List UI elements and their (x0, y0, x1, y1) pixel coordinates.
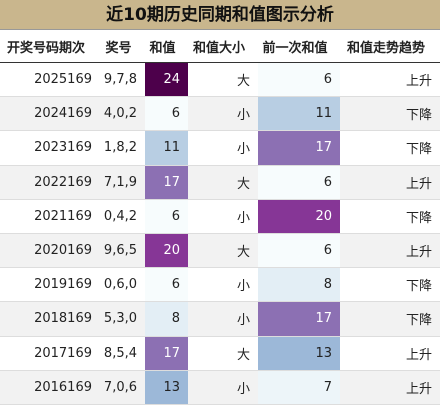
table-row: 2023169 1,8,2 11 小 17 下降 (0, 131, 440, 166)
table-row: 2024169 4,0,2 6 小 11 下降 (0, 97, 440, 132)
table-cell: 5,3,0 (103, 311, 137, 327)
table-cell: 小 (236, 210, 250, 226)
column-header: 和值大小 (192, 40, 245, 56)
table-row: 2019169 0,6,0 6 小 8 下降 (0, 268, 440, 303)
table-cell: 上升 (405, 176, 432, 192)
heat-cell: 24 (145, 63, 188, 97)
heat-cell: 8 (145, 302, 188, 336)
table-cell: 上升 (405, 74, 432, 90)
column-header: 前一次和值 (262, 40, 328, 56)
table-cell: 0,6,0 (103, 277, 137, 293)
table-cell: 小 (236, 108, 250, 124)
table-cell: 小 (236, 279, 250, 295)
table-cell: 2021169 (34, 208, 92, 224)
table-cell: 大 (236, 74, 250, 90)
table-cell: 下降 (405, 313, 432, 329)
table-cell: 上升 (405, 381, 432, 397)
heat-cell: 6 (145, 199, 188, 233)
table-cell: 小 (236, 381, 250, 397)
table-cell: 0,4,2 (103, 208, 137, 224)
table-cell: 2025169 (34, 72, 92, 88)
table-cell: 4,0,2 (103, 106, 137, 122)
column-header: 和值走势趋势 (346, 40, 425, 56)
heat-cell: 6 (258, 233, 340, 268)
heat-cell: 7 (258, 370, 340, 404)
table-cell: 7,1,9 (103, 174, 137, 190)
column-header: 奖号 (105, 40, 132, 56)
table-cell: 下降 (405, 279, 432, 295)
table-cell: 2020169 (34, 243, 92, 259)
table-cell: 下降 (405, 108, 432, 124)
heat-cell: 17 (258, 131, 340, 165)
table-cell: 下降 (405, 210, 432, 226)
heat-cell: 11 (145, 131, 188, 165)
heat-cell: 17 (258, 302, 340, 336)
table-row: 2022169 7,1,9 17 大 6 上升 (0, 165, 440, 200)
heat-cell: 6 (145, 268, 188, 302)
table-cell: 2019169 (34, 277, 92, 293)
table-cell: 2024169 (34, 106, 92, 122)
heat-cell: 6 (258, 63, 340, 97)
heat-cell: 17 (145, 336, 188, 370)
heat-cell: 6 (145, 97, 188, 131)
table-cell: 2018169 (34, 311, 92, 327)
title: 近10期历史同期和值图示分析 (0, 0, 440, 30)
header-row: 开奖号码期次 奖号 和值 和值大小 前一次和值 和值走势趋势 (0, 30, 440, 63)
heat-cell: 20 (258, 199, 340, 233)
heat-cell: 8 (258, 268, 340, 302)
table-cell: 下降 (405, 142, 432, 158)
table-row: 2017169 8,5,4 17 大 13 上升 (0, 336, 440, 371)
table-cell: 2022169 (34, 174, 92, 190)
table-cell: 9,7,8 (103, 72, 137, 88)
table-cell: 小 (236, 142, 250, 158)
table-cell: 大 (236, 347, 250, 363)
table-row: 2020169 9,6,5 20 大 6 上升 (0, 233, 440, 269)
table-body: 2025169 9,7,8 24 大 6 上升 2024169 4,0,2 6 小 11 下降 2023… (0, 63, 440, 405)
table-row: 2018169 5,3,0 8 小 17 下降 (0, 302, 440, 337)
column-header: 开奖号码期次 (6, 40, 85, 56)
heat-cell: 13 (145, 370, 188, 404)
table-row: 2021169 0,4,2 6 小 20 下降 (0, 199, 440, 234)
table-cell: 2023169 (34, 140, 92, 156)
heat-cell: 13 (258, 336, 340, 370)
heat-cell: 11 (258, 97, 340, 131)
column-header: 和值 (149, 40, 176, 56)
heat-cell: 17 (145, 165, 188, 199)
table-cell: 2016169 (34, 379, 92, 395)
table-cell: 大 (236, 245, 250, 261)
table-row: 2016169 7,0,6 13 小 7 上升 (0, 370, 440, 405)
table-cell: 大 (236, 176, 250, 192)
heat-cell: 6 (258, 165, 340, 199)
table-cell: 上升 (405, 245, 432, 261)
table-cell: 7,0,6 (103, 379, 137, 395)
table-cell: 8,5,4 (103, 345, 137, 361)
table-row: 2025169 9,7,8 24 大 6 上升 (0, 63, 440, 98)
table-cell: 1,8,2 (103, 140, 137, 156)
heat-cell: 20 (145, 233, 188, 268)
table-cell: 9,6,5 (103, 243, 137, 259)
table-cell: 2017169 (34, 345, 92, 361)
table-cell: 小 (236, 313, 250, 329)
table-cell: 上升 (405, 347, 432, 363)
table: 开奖号码期次 奖号 和值 和值大小 前一次和值 和值走势趋势 2025169 9,7,8 24… (0, 30, 440, 405)
